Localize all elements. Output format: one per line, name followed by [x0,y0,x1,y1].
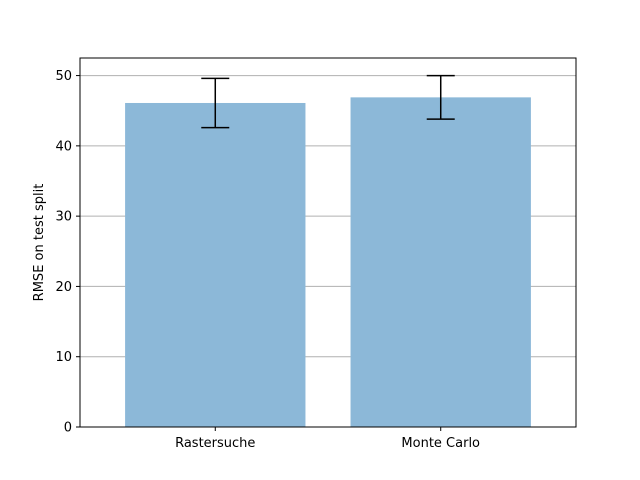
bar-rastersuche [125,102,306,428]
y-tick-label: 40 [55,139,72,154]
y-tick-label: 30 [55,210,72,225]
error-bars [201,74,455,129]
bars [125,97,531,428]
x-tick-label: Rastersuche [175,436,255,451]
bar-monte-carlo [350,97,531,428]
y-tick-label: 0 [64,421,72,436]
y-axis-ticks: 0 10 20 30 40 50 [55,69,80,436]
plot-frame [79,57,577,428]
x-tick-label: Monte Carlo [401,436,480,451]
y-tick-label: 20 [55,280,72,295]
x-axis-ticks: Rastersuche Monte Carlo [175,427,480,451]
y-tick-label: 10 [55,350,72,365]
y-axis-label: RMSE on test split [32,184,47,302]
y-tick-label: 50 [55,69,72,84]
